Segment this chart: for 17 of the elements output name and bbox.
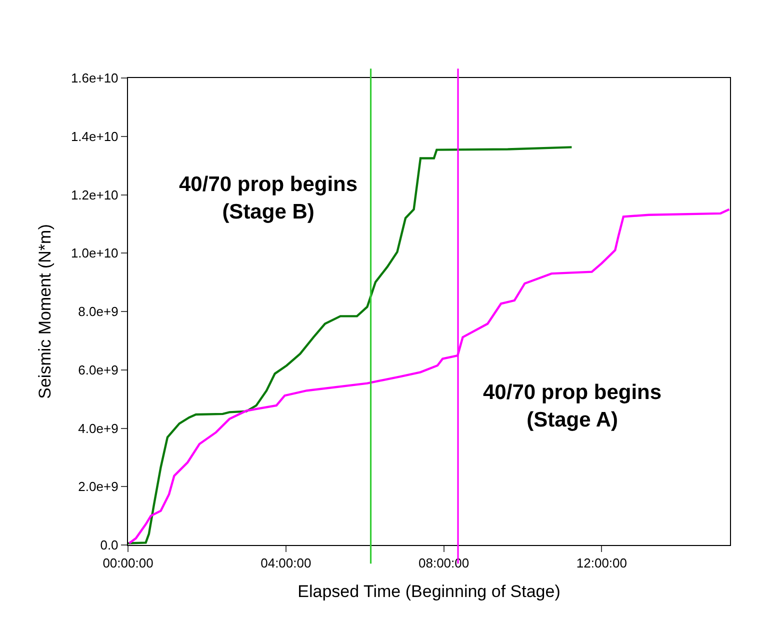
y-tick-label: 1.2e+10 xyxy=(70,187,118,202)
y-tick-label: 1.6e+10 xyxy=(70,70,118,86)
x-tick-label: 08:00:00 xyxy=(418,556,470,571)
y-tick-label: 0.0 xyxy=(100,538,118,553)
x-tick-label: 12:00:00 xyxy=(576,556,628,571)
ref-line-label: 40/70 prop begins (Stage A) xyxy=(483,381,662,432)
y-tick-label: 2.0e+9 xyxy=(78,479,118,494)
x-axis-title: Elapsed Time (Beginning of Stage) xyxy=(298,582,560,602)
ref-line-label: 40/70 prop begins (Stage B) xyxy=(179,173,358,224)
y-tick-label: 4.0e+9 xyxy=(78,420,118,436)
y-axis-title: Seismic Moment (N*m) xyxy=(35,224,54,399)
y-tick-label: 6.0e+9 xyxy=(78,362,118,378)
y-tick-label: 1.0e+10 xyxy=(70,246,118,261)
x-tick-label: 00:00:00 xyxy=(102,556,154,571)
y-tick-label: 8.0e+9 xyxy=(78,304,118,320)
y-tick-label: 1.4e+10 xyxy=(70,128,118,144)
x-tick-label: 04:00:00 xyxy=(260,556,312,571)
